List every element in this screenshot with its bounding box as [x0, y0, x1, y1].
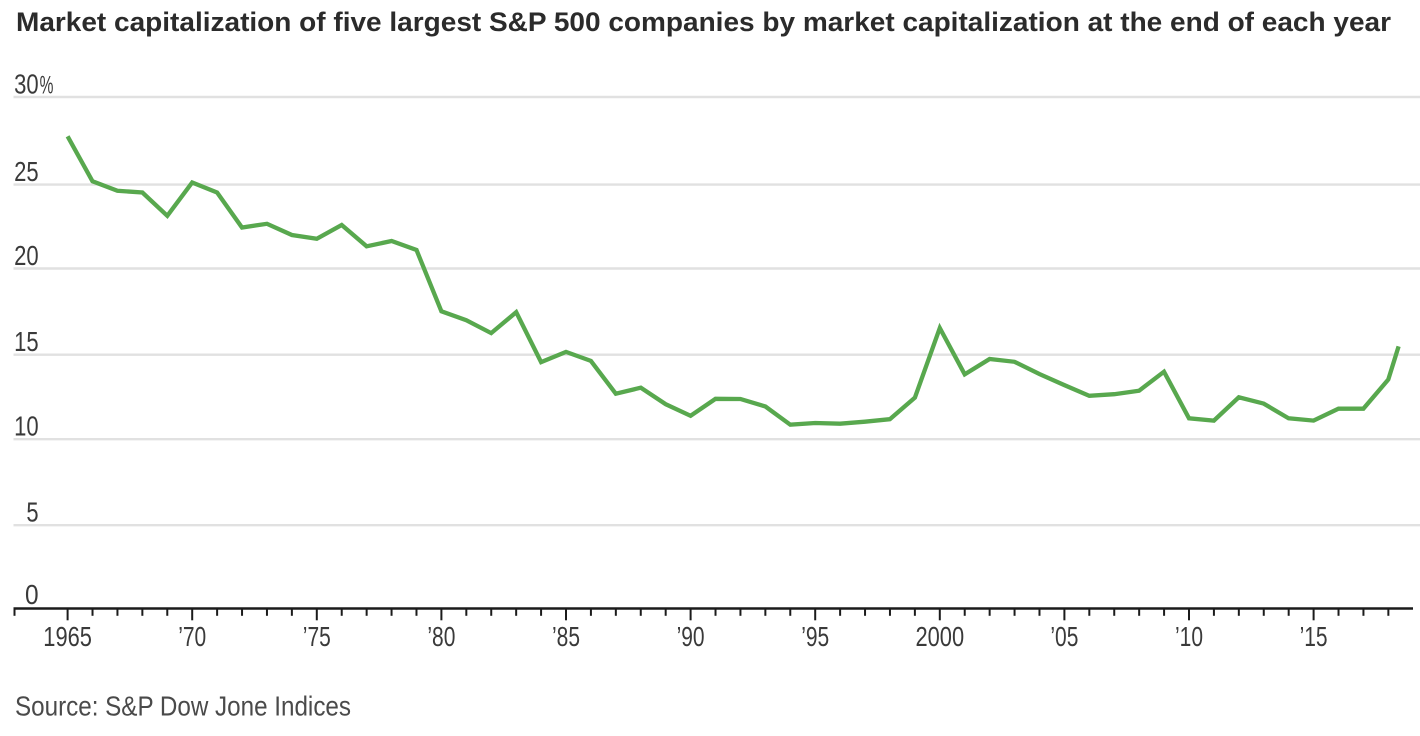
svg-text:Source: S&P Dow Jone Indices: Source: S&P Dow Jone Indices: [15, 691, 351, 722]
svg-text:’90: ’90: [677, 621, 705, 652]
svg-text:’70: ’70: [178, 621, 206, 652]
svg-text:’80: ’80: [427, 621, 455, 652]
svg-text:’75: ’75: [303, 621, 331, 652]
svg-text:10: 10: [14, 410, 39, 442]
svg-text:30: 30: [14, 67, 39, 99]
svg-text:Market capitalization of five: Market capitalization of five largest S&…: [16, 7, 1391, 37]
svg-text:’15: ’15: [1300, 621, 1328, 652]
svg-text:0: 0: [25, 578, 39, 610]
svg-text:’85: ’85: [552, 621, 580, 652]
svg-text:’10: ’10: [1175, 621, 1203, 652]
svg-text:20: 20: [14, 239, 39, 271]
svg-text:15: 15: [14, 325, 39, 357]
svg-text:25: 25: [14, 155, 39, 187]
svg-text:2000: 2000: [916, 621, 965, 652]
svg-text:’95: ’95: [801, 621, 829, 652]
svg-text:1965: 1965: [43, 621, 92, 652]
svg-text:5: 5: [26, 496, 38, 528]
svg-text:’05: ’05: [1050, 621, 1078, 652]
svg-text:%: %: [40, 72, 54, 100]
